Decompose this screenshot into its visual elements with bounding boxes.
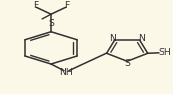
Text: F: F (33, 1, 38, 10)
Text: N: N (110, 34, 116, 43)
Text: NH: NH (59, 68, 73, 77)
Text: S: S (48, 19, 54, 28)
Text: SH: SH (158, 48, 171, 57)
Text: S: S (124, 59, 130, 68)
Text: F: F (64, 1, 69, 10)
Text: N: N (138, 34, 145, 43)
